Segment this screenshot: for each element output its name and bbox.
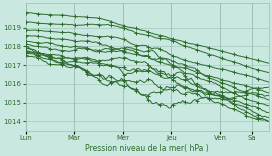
X-axis label: Pression niveau de la mer( hPa ): Pression niveau de la mer( hPa ) [85, 144, 209, 153]
